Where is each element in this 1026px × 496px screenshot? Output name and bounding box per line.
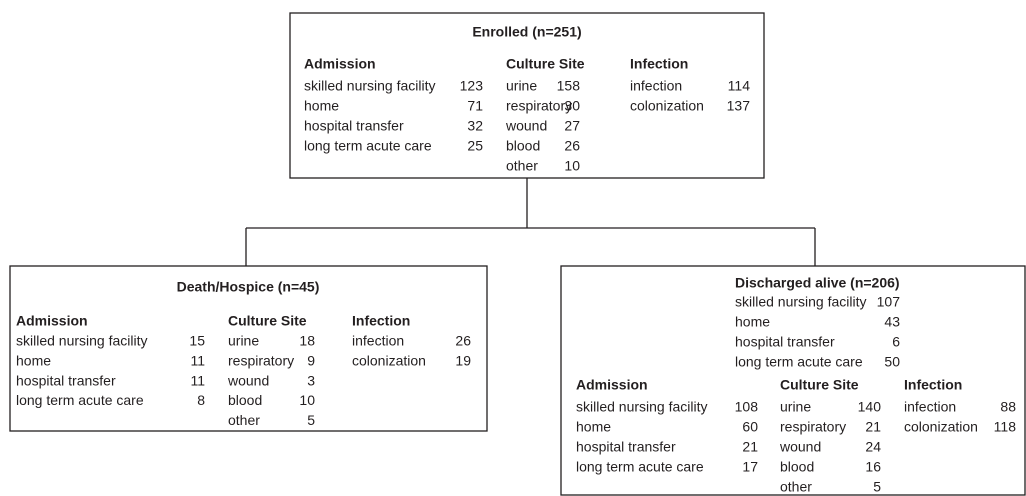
section-heading: Culture Site: [506, 56, 585, 72]
section-heading: Culture Site: [228, 313, 307, 329]
row-label: wound: [779, 439, 821, 455]
row-label: colonization: [904, 419, 978, 435]
summary-label: long term acute care: [735, 354, 863, 370]
summary-value: 107: [877, 294, 901, 310]
summary-value: 50: [884, 354, 900, 370]
section-heading: Admission: [576, 377, 648, 393]
node-title: Discharged alive (n=206): [735, 275, 900, 291]
row-label: blood: [228, 392, 262, 408]
row-value: 32: [467, 118, 483, 134]
row-label: infection: [630, 78, 682, 94]
row-value: 8: [197, 392, 205, 408]
row-value: 11: [190, 353, 205, 369]
row-value: 88: [1000, 399, 1016, 415]
summary-label: skilled nursing facility: [735, 294, 867, 310]
row-value: 10: [564, 158, 580, 174]
section-heading: Admission: [16, 313, 88, 329]
row-value: 11: [190, 372, 205, 388]
row-value: 71: [467, 98, 483, 114]
row-label: respiratory: [228, 353, 294, 369]
row-label: urine: [506, 78, 537, 94]
row-value: 60: [742, 419, 758, 435]
discharged-box: [560, 265, 1026, 496]
row-label: other: [228, 412, 260, 428]
row-value: 25: [467, 138, 483, 154]
row-value: 21: [742, 439, 758, 455]
section-heading: Infection: [630, 56, 688, 72]
summary-value: 6: [892, 334, 900, 350]
row-value: 118: [994, 419, 1017, 435]
row-value: 17: [742, 459, 758, 475]
row-label: urine: [780, 399, 811, 415]
row-value: 114: [728, 78, 751, 94]
row-label: infection: [904, 399, 956, 415]
section-heading: Infection: [904, 377, 962, 393]
row-value: 3: [307, 372, 315, 388]
row-label: long term acute care: [576, 459, 704, 475]
row-value: 5: [307, 412, 315, 428]
death-box: [9, 265, 488, 432]
row-label: colonization: [352, 353, 426, 369]
row-label: blood: [506, 138, 540, 154]
row-value: 5: [873, 479, 881, 495]
row-value: 27: [564, 118, 580, 134]
row-label: hospital transfer: [304, 118, 404, 134]
row-label: home: [16, 353, 51, 369]
row-value: 9: [307, 353, 315, 369]
row-value: 108: [735, 399, 759, 415]
summary-label: hospital transfer: [735, 334, 835, 350]
summary-value: 43: [884, 314, 900, 330]
row-value: 123: [460, 78, 484, 94]
row-value: 10: [299, 392, 315, 408]
row-value: 19: [455, 353, 471, 369]
row-label: wound: [227, 372, 269, 388]
node-title: Enrolled (n=251): [472, 24, 581, 40]
row-label: skilled nursing facility: [576, 399, 708, 415]
section-heading: Admission: [304, 56, 376, 72]
row-value: 26: [455, 333, 471, 349]
row-label: wound: [505, 118, 547, 134]
row-label: hospital transfer: [16, 372, 116, 388]
enrolled-box: [289, 12, 765, 179]
row-label: hospital transfer: [576, 439, 676, 455]
row-label: colonization: [630, 98, 704, 114]
row-value: 26: [564, 138, 580, 154]
row-value: 21: [865, 419, 881, 435]
row-value: 158: [557, 78, 581, 94]
row-label: respiratory: [780, 419, 846, 435]
row-label: respiratory: [506, 98, 572, 114]
row-label: blood: [780, 459, 814, 475]
connector: [245, 178, 816, 266]
node-title: Death/Hospice (n=45): [177, 279, 320, 295]
row-label: skilled nursing facility: [304, 78, 436, 94]
row-label: urine: [228, 333, 259, 349]
row-label: other: [780, 479, 812, 495]
row-value: 24: [865, 439, 881, 455]
row-label: long term acute care: [16, 392, 144, 408]
row-label: long term acute care: [304, 138, 432, 154]
summary-label: home: [735, 314, 770, 330]
row-value: 137: [727, 98, 751, 114]
row-value: 30: [564, 98, 580, 114]
row-label: home: [576, 419, 611, 435]
row-value: 140: [858, 399, 882, 415]
row-label: infection: [352, 333, 404, 349]
section-heading: Culture Site: [780, 377, 859, 393]
row-value: 16: [865, 459, 881, 475]
section-heading: Infection: [352, 313, 410, 329]
row-label: skilled nursing facility: [16, 333, 148, 349]
row-value: 18: [299, 333, 315, 349]
row-label: other: [506, 158, 538, 174]
row-value: 15: [189, 333, 205, 349]
row-label: home: [304, 98, 339, 114]
